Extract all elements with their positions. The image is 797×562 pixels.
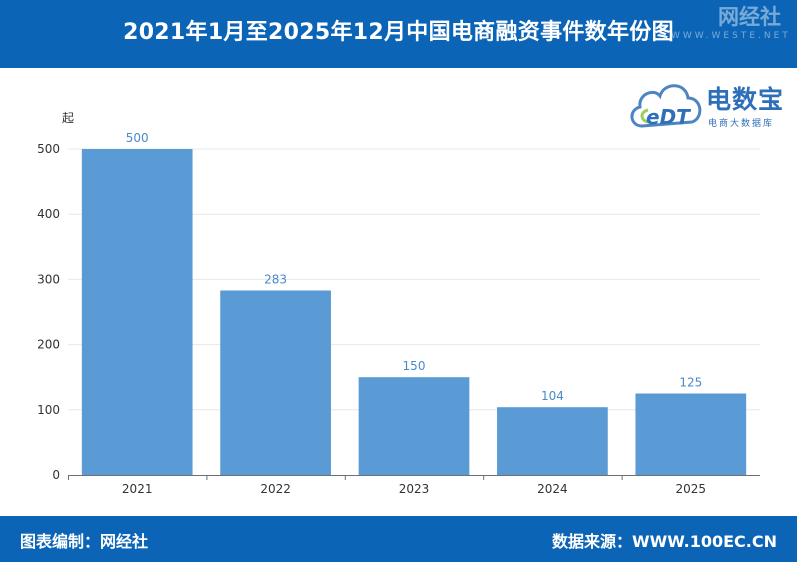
data-label: 104 — [541, 389, 564, 403]
watermark-url: WWW.WESTE.NET — [671, 31, 791, 41]
data-label: 500 — [126, 131, 149, 145]
x-tick-label: 2021 — [122, 482, 153, 496]
data-label: 283 — [264, 272, 287, 286]
bar — [635, 393, 747, 475]
y-tick-label: 500 — [37, 142, 60, 156]
footer-source: 数据来源：WWW.100EC.CN — [551, 532, 777, 551]
y-tick-label: 100 — [37, 403, 60, 417]
watermark: 网经社 WWW.WESTE.NET — [671, 4, 791, 42]
svg-text:eDT: eDT — [646, 105, 691, 129]
cloud-logo-icon: eDT — [630, 84, 702, 129]
watermark-name: 网经社 — [718, 5, 781, 29]
footer-bar: 图表编制：网经社 数据来源：WWW.100EC.CN — [0, 516, 797, 562]
x-tick-label: 2022 — [260, 482, 291, 496]
bar — [497, 407, 608, 475]
y-tick-label: 0 — [52, 468, 60, 482]
x-tick-label: 2023 — [399, 482, 430, 496]
data-label: 125 — [679, 376, 702, 390]
y-tick-label: 200 — [37, 338, 60, 352]
bar — [220, 290, 331, 475]
chart-title: 2021年1月至2025年12月中国电商融资事件数年份图 — [123, 20, 674, 45]
bar — [81, 149, 193, 475]
logo-subtitle: 电商大数据库 — [708, 119, 775, 129]
y-tick-label: 300 — [37, 272, 60, 286]
bar — [358, 377, 470, 475]
y-tick-label: 400 — [37, 207, 60, 221]
x-tick-label: 2024 — [537, 482, 568, 496]
data-label: 150 — [403, 359, 426, 373]
x-tick-label: 2025 — [676, 482, 707, 496]
header-bar: 2021年1月至2025年12月中国电商融资事件数年份图 网经社 WWW.WES… — [0, 0, 797, 68]
logo: eDT 电数宝 电商大数据库 — [628, 74, 797, 136]
logo-text: 电数宝 — [706, 85, 785, 114]
footer-credit: 图表编制：网经社 — [20, 532, 149, 551]
y-axis-unit: 起 — [62, 111, 74, 125]
